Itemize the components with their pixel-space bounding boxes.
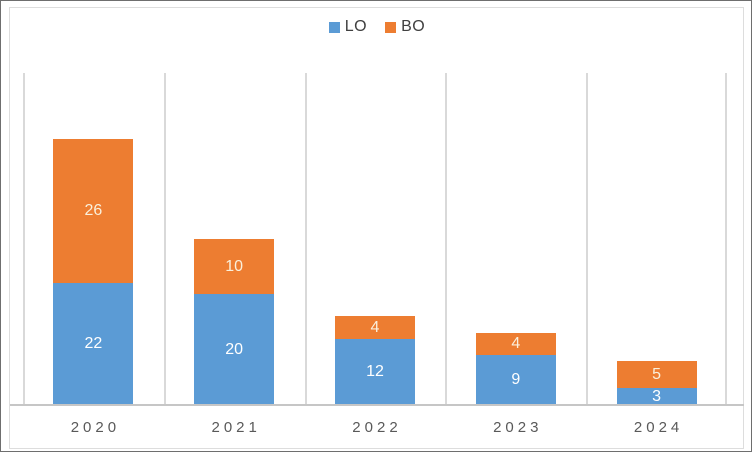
x-axis-label: 2021 (211, 419, 261, 436)
bar-segment-lo: 22 (53, 283, 134, 405)
x-axis-line (10, 404, 744, 406)
data-label: 26 (84, 202, 103, 220)
gridline (305, 73, 307, 405)
data-label: 4 (370, 318, 380, 336)
bar-segment-lo: 3 (616, 387, 697, 405)
bar-segment-bo: 4 (475, 333, 556, 356)
bar-segment-lo: 20 (194, 294, 275, 405)
data-label: 12 (366, 362, 384, 380)
plot-area: 22 26 20 10 12 4 9 4 3 5 (23, 73, 727, 405)
data-label: 5 (652, 365, 662, 383)
bar-segment-bo: 5 (616, 360, 697, 389)
bar-segment-bo: 4 (335, 316, 415, 339)
data-label: 3 (652, 387, 662, 405)
legend-item-lo: LO (328, 18, 368, 36)
legend-label: LO (344, 18, 368, 35)
bar-segment-lo: 12 (335, 338, 415, 405)
x-axis-labels: 2020 2021 2022 2023 2024 (23, 413, 727, 443)
x-axis-label: 2023 (493, 419, 543, 436)
chart-area-frame (9, 7, 744, 449)
data-label: 10 (225, 257, 244, 275)
bar-segment-lo: 9 (475, 355, 556, 405)
x-axis-label: 2022 (352, 419, 402, 436)
gridline (586, 73, 588, 405)
gridline (164, 73, 166, 405)
data-label: 20 (225, 340, 244, 358)
legend: LO BO (1, 15, 751, 39)
legend-item-bo: BO (385, 18, 425, 36)
legend-label: BO (401, 18, 426, 35)
gridline (23, 73, 25, 405)
data-label: 22 (84, 335, 103, 353)
gridline (725, 73, 727, 405)
x-axis-label: 2024 (633, 419, 684, 436)
gridline (445, 73, 447, 405)
data-label: 4 (511, 335, 521, 353)
legend-swatch-icon (328, 21, 340, 33)
x-axis-label: 2020 (70, 419, 121, 436)
bar-segment-bo: 26 (53, 139, 134, 284)
legend-swatch-icon (385, 21, 397, 33)
bar-segment-bo: 10 (194, 239, 275, 295)
data-label: 9 (511, 371, 521, 389)
